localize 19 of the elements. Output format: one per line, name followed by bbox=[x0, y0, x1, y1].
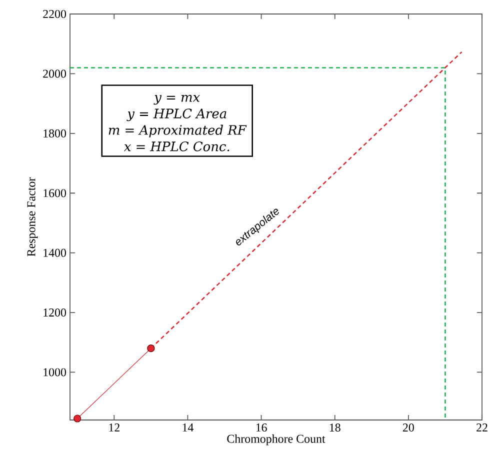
x-tick-label: 18 bbox=[330, 424, 340, 432]
y-tick-label: 1800 bbox=[44, 129, 66, 138]
annotation: y = HPLC Area bbox=[126, 108, 226, 122]
annotation: y = mx bbox=[154, 94, 200, 105]
x-tick-label: 14 bbox=[182, 424, 194, 432]
x-axis-title: Chromophore Count bbox=[227, 434, 326, 446]
y-tick-label: 1600 bbox=[44, 189, 66, 198]
y-axis-title: Response Factor bbox=[27, 177, 38, 256]
annotation: x = HPLC Conc. bbox=[124, 141, 230, 152]
x-tick-label: 20 bbox=[402, 424, 414, 432]
annotation: m = Aproximated RF bbox=[108, 124, 247, 138]
x-tick-label: 16 bbox=[256, 424, 267, 432]
x-tick-label: 12 bbox=[109, 424, 120, 432]
y-tick-label: 1000 bbox=[44, 368, 66, 376]
y-tick-label: 1200 bbox=[44, 308, 66, 317]
y-tick-label: 2200 bbox=[43, 10, 66, 18]
x-tick-label: 22 bbox=[476, 424, 488, 432]
y-tick-label: 1400 bbox=[44, 248, 66, 257]
y-tick-label: 2000 bbox=[43, 70, 66, 78]
